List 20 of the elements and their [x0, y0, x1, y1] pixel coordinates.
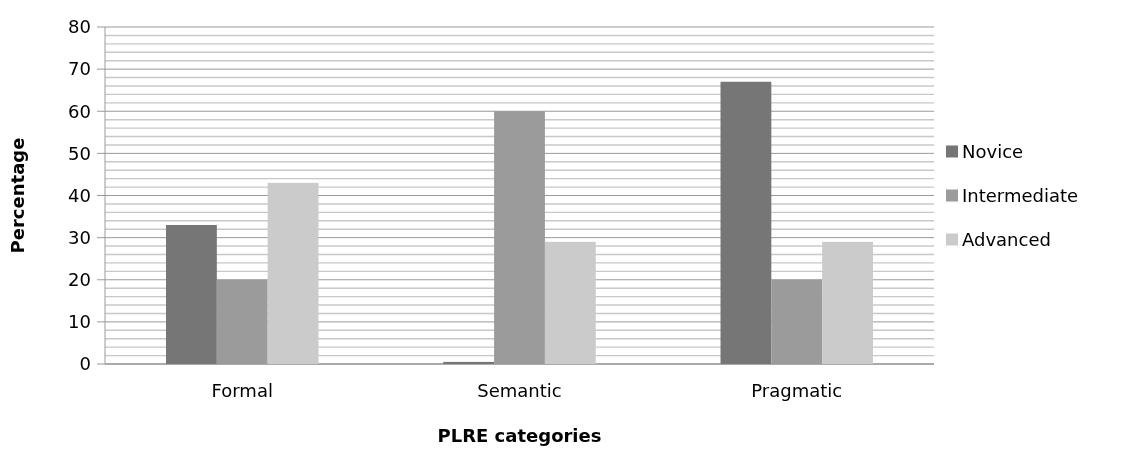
y-tick-label: 20	[68, 269, 91, 291]
y-tick-label: 30	[68, 226, 91, 248]
legend-label: Advanced	[962, 228, 1051, 250]
bar	[720, 81, 772, 364]
y-tick-label: 50	[68, 142, 91, 164]
legend-label: Intermediate	[962, 184, 1079, 206]
y-axis-title: Percentage	[7, 137, 28, 254]
x-axis-title: PLRE categories	[437, 425, 602, 446]
y-tick-label: 10	[68, 311, 91, 333]
x-tick-label: Semantic	[477, 380, 562, 401]
y-tick-label: 0	[79, 353, 91, 375]
legend-label: Novice	[962, 140, 1024, 162]
x-tick-label: Formal	[211, 380, 273, 401]
y-tick-label: 40	[68, 184, 91, 206]
y-tick-label: 80	[68, 16, 91, 38]
bar	[443, 361, 495, 364]
y-tick-label: 60	[68, 100, 91, 122]
x-tick-label: Pragmatic	[751, 380, 843, 401]
y-tick-label: 70	[68, 58, 91, 80]
bar	[166, 224, 217, 364]
